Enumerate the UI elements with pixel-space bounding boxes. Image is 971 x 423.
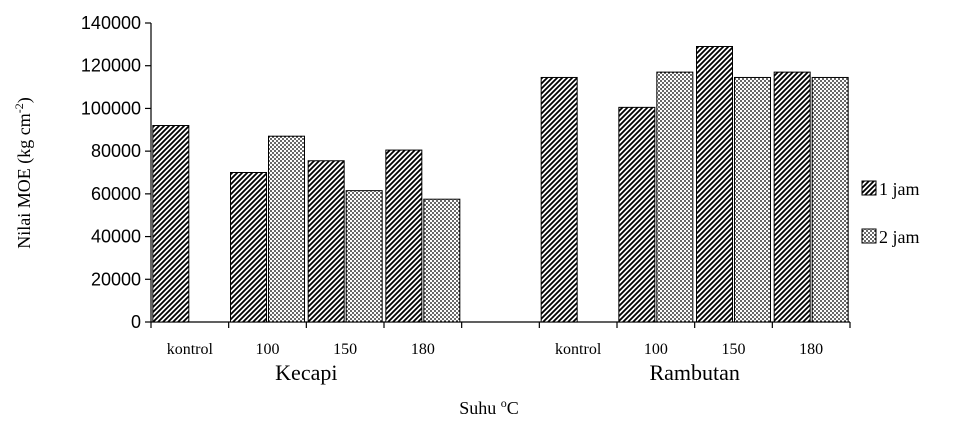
x-tick-label: kontrol: [555, 341, 602, 358]
x-tick-label: 180: [411, 341, 435, 358]
x-axis-title-end: C: [507, 398, 519, 418]
bar-1-jam: [540, 76, 578, 323]
x-tick-label: 180: [799, 341, 823, 358]
bar-2-jam: [656, 71, 694, 323]
bar-2-jam: [811, 76, 849, 323]
y-axis: 0 20000 40000 60000 80000 100000 120000 140000: [81, 13, 152, 332]
x-axis-title: Suhu oC: [459, 396, 519, 418]
x-tick-label: 150: [333, 341, 357, 358]
y-tick-label: 40000: [91, 227, 141, 247]
y-tick-label: 120000: [81, 56, 141, 76]
bar-2-jam: [345, 190, 383, 323]
bar-1-jam: [385, 149, 423, 323]
y-tick-label: 80000: [91, 141, 141, 161]
y-axis-title-close: ): [14, 97, 35, 103]
x-tick-label: 100: [256, 341, 280, 358]
bar-2-jam: [423, 198, 461, 323]
legend-label-1-jam: 1 jam: [879, 179, 920, 199]
y-axis-title-sup: -2: [12, 103, 26, 113]
bar-2-jam: [268, 135, 305, 323]
legend-swatch-1-jam: [861, 180, 877, 196]
bar-2-jam: [734, 76, 771, 323]
group-label: Kecapi: [275, 360, 337, 385]
y-axis-title: Nilai MOE (kg cm-2): [12, 97, 35, 248]
y-tick-label: 140000: [81, 13, 141, 33]
x-tick-label: 100: [644, 341, 668, 358]
y-tick-label: 20000: [91, 269, 141, 289]
group-label: Rambutan: [649, 360, 739, 385]
bar-1-jam: [152, 125, 190, 323]
bar-1-jam: [230, 172, 267, 323]
x-axis-title-sup: o: [501, 396, 507, 410]
y-axis-title-main: Nilai MOE (kg cm: [14, 113, 35, 248]
x-axis: kontrol 100 150 180 kontrol 100 150 180 Kecapi Ra…: [150, 321, 851, 385]
x-tick-label: kontrol: [167, 341, 214, 358]
bar-1-jam: [618, 106, 656, 323]
legend-label-2-jam: 2 jam: [879, 227, 920, 247]
legend-item-2-jam: 2 jam: [861, 227, 920, 247]
y-tick-label: 0: [131, 312, 141, 332]
x-tick-label: 150: [722, 341, 746, 358]
bars: [152, 45, 849, 323]
y-tick-label: 60000: [91, 184, 141, 204]
x-axis-title-main: Suhu: [459, 398, 501, 418]
legend: 1 jam 2 jam: [861, 179, 920, 247]
legend-item-1-jam: 1 jam: [861, 179, 920, 199]
bar-1-jam: [773, 71, 811, 323]
legend-swatch-2-jam: [861, 228, 877, 244]
bar-1-jam: [307, 160, 345, 323]
bar-1-jam: [696, 45, 733, 323]
y-tick-label: 100000: [81, 98, 141, 118]
